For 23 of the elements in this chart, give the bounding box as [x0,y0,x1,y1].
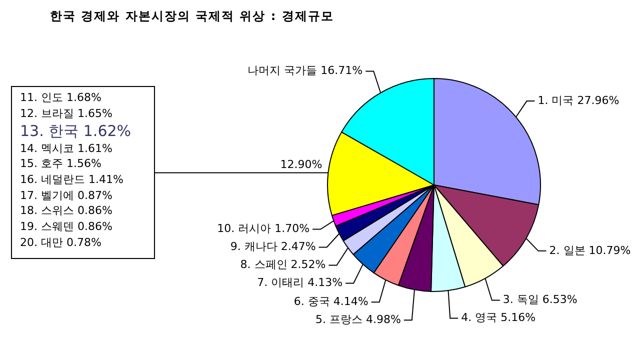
chart-title: 한국 경제와 자본시장의 국제적 위상 : 경제규모 [50,8,334,25]
slice-label: 10. 러시아 1.70% [217,222,310,236]
slice-label: 7. 이태리 4.13% [257,276,343,290]
text: 16. 네덜란드 1.41% [20,172,124,188]
slice-label: 4. 영국 5.16% [461,311,536,324]
slice-label: 3. 독일 6.53% [502,293,578,306]
slice-label: 9. 캐나다 2.47% [230,240,316,254]
text: 17. 벨기에 0.87% [20,188,114,204]
text: 14. 멕시코 1.61% [20,140,114,156]
text: 15. 호주 1.56% [20,156,102,172]
slice-label: 1. 미국 27.96% [538,94,620,107]
slice-label: 5. 프랑스 4.98% [315,313,401,326]
slice-label: 8. 스페인 2.52% [240,258,326,272]
text: 18. 스위스 0.86% [20,203,114,220]
text: 20. 대만 0.78% [20,234,102,251]
text: 11. 인도 1.68% [20,90,102,106]
text: 12. 브라질 1.65% [20,106,114,122]
text: 19. 스웨덴 0.86% [20,219,114,235]
text: 13. 한국 1.62% [20,122,132,141]
data-label: 12.90% [280,158,322,172]
slice-label: 6. 중국 4.14% [294,295,368,308]
slice-label: 나머지 국가들 16.71% [248,64,363,78]
slice-label: 2. 일본 10.79% [549,244,631,257]
